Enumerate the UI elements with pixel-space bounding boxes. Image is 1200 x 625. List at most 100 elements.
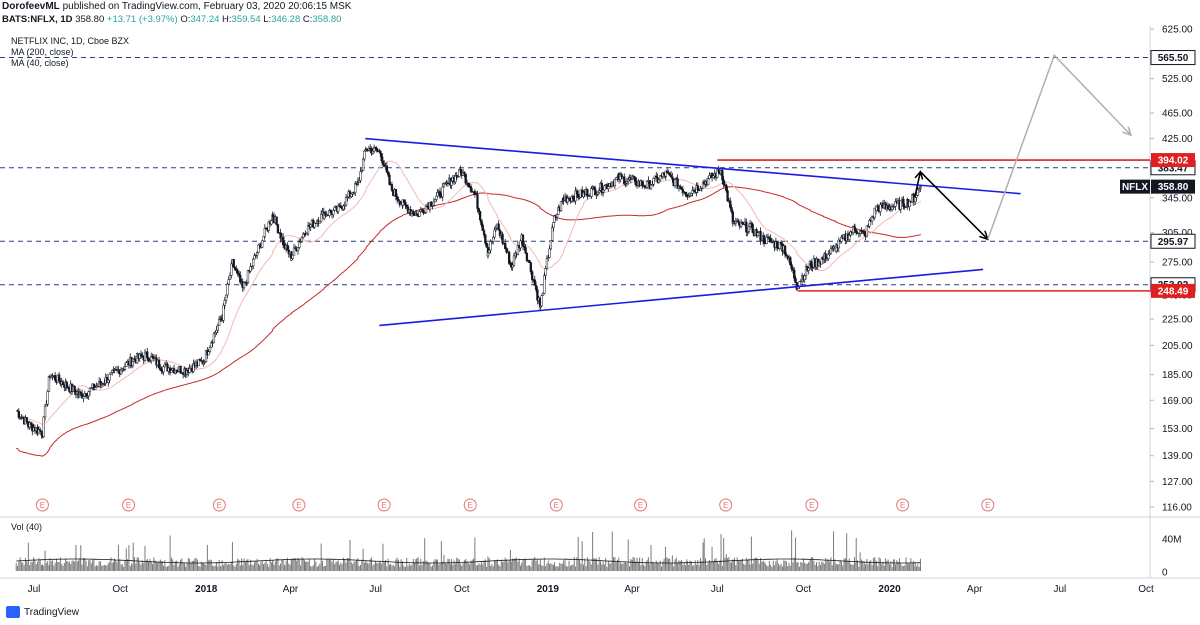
candle-body [690,193,693,196]
candle-body [551,227,554,241]
candle-body [790,264,793,270]
candle-body [430,201,433,207]
candle-body [739,221,743,227]
candle-body [374,146,377,149]
candle-body [601,189,605,193]
candle-body [339,205,342,208]
candle-body [691,190,694,194]
candle-body [306,225,310,234]
legend-ma200[interactable]: MA (200, close) [11,47,74,57]
candle-body [624,182,627,185]
candle-body [92,383,96,390]
candle-body [769,238,772,243]
candle-body [552,222,555,228]
candle-body [669,174,673,178]
candle-body [829,248,833,255]
candle-body [404,202,407,206]
candle-body [94,387,97,390]
candle-body [90,387,93,389]
candle-body [385,165,389,173]
level-tag-label: 565.50 [1158,53,1189,64]
candle-body [263,228,266,237]
candle-body [481,224,484,231]
candle-body [43,405,47,418]
symbol-tag-label: NFLX [1122,182,1148,193]
candle-body [708,175,711,179]
candle-body [681,189,685,194]
earnings-marker [35,498,49,512]
level-price-tag: 295.97 [1150,233,1196,249]
candle-body [825,258,829,261]
candle-body [490,241,494,243]
candle-body [561,200,564,203]
time-tick-label: Oct [1138,584,1154,595]
candle-body [313,222,316,228]
candle-body [643,185,647,188]
candle-body [566,197,569,203]
candle-body [270,220,273,225]
candle-body [279,232,282,239]
candle-body [148,360,152,362]
candle-body [873,207,876,218]
candle-body [29,422,33,425]
time-tick-label: 2018 [195,584,218,595]
time-tick-label: Apr [283,584,299,595]
candle-body [440,196,443,198]
candle-body [109,371,113,375]
candle-body [88,387,92,392]
candle-body [875,205,878,211]
candle-body [791,268,795,271]
candle-body [831,247,834,250]
candle-body [482,230,486,236]
candle-body [66,386,70,389]
candle-body [596,191,600,195]
candle-body [242,282,246,289]
candle-body [442,183,446,188]
candle-body [246,270,250,284]
candle-body [523,245,526,248]
candle-body [388,174,391,185]
candle-body [151,356,154,358]
legend-title[interactable]: NETFLIX INC, 1D, Cboe BZX [11,36,130,46]
candle-body [344,197,348,206]
candle-body [855,229,858,233]
candle-body [282,236,285,246]
projection-arrow-black [914,170,989,240]
candle-body [179,366,182,374]
candle-body [146,351,149,358]
candle-body [524,247,527,254]
candle-body [350,193,353,197]
candle-body [96,385,99,388]
time-tick-label: Jul [1053,584,1066,595]
candle-body [531,271,534,280]
candle-body [766,236,770,239]
candle-body [734,221,737,224]
candle-body [525,252,529,261]
candle-body [717,168,720,173]
candle-body [795,288,799,290]
moving-averages [16,160,921,457]
candle-body [811,267,814,269]
candle-body [649,184,653,190]
candle-body [729,200,732,208]
candle-body [424,206,428,214]
candle-body [292,247,296,256]
candle-body [298,241,301,248]
candle-body [438,191,442,198]
candle-body [559,201,563,211]
earnings-marker-letter: E [900,501,905,510]
legend-ma40[interactable]: MA (40, close) [11,58,69,68]
candle-body [73,386,76,392]
candle-body [545,258,549,269]
candle-body [712,175,715,179]
volume-ma-line [16,558,921,564]
candle-body [480,219,483,226]
change-text: +13.71 (+3.97%) [106,14,178,25]
volume-title[interactable]: Vol (40) [11,522,43,532]
open-value: 347.24 [190,14,220,25]
candle-body [582,191,585,193]
candle-body [549,240,553,250]
footer-brand[interactable]: TradingView [6,606,79,618]
